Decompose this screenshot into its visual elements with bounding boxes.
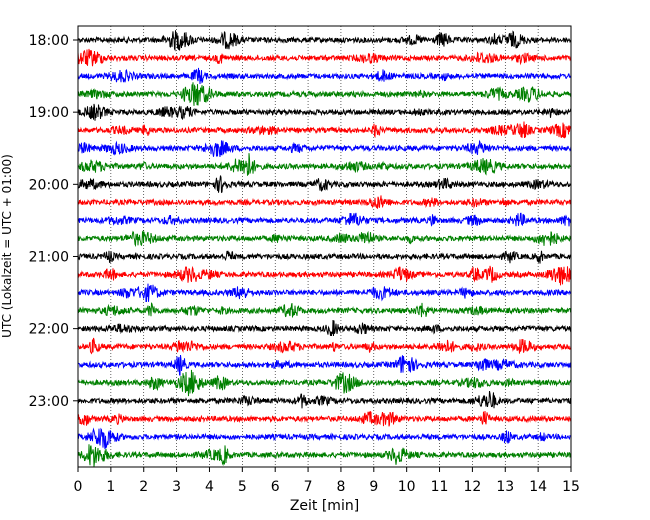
trace-line	[77, 337, 572, 355]
x-tick-label: 10	[398, 479, 416, 495]
x-tick-label: 15	[562, 479, 580, 495]
trace-line	[77, 302, 572, 318]
trace-line	[77, 67, 572, 85]
trace-series	[77, 30, 572, 467]
trace-line	[77, 195, 572, 209]
trace-line	[77, 121, 572, 139]
x-tick-label: 14	[529, 479, 547, 495]
trace-line	[77, 153, 572, 176]
trace-line	[77, 30, 572, 52]
x-axis-ticks: 0 1 2 3 4 5 6 7 8 9 10 11 12 13 14 15	[74, 467, 580, 495]
trace-line	[77, 229, 572, 248]
trace-line	[77, 320, 572, 337]
x-tick-label: 8	[336, 479, 345, 495]
trace-line	[77, 355, 572, 376]
plot-frame	[77, 25, 572, 468]
x-tick-label: 13	[496, 479, 514, 495]
y-tick-label: 19:00	[29, 105, 69, 121]
trace-line	[77, 139, 572, 158]
x-tick-label: 1	[106, 479, 115, 495]
y-tick-label: 22:00	[29, 322, 69, 338]
x-tick-label: 6	[271, 479, 280, 495]
x-tick-label: 7	[304, 479, 313, 495]
y-axis-label: UTC (Lokalzeit = UTC + 01:00)	[0, 154, 14, 338]
trace-line	[77, 212, 572, 227]
trace-line	[77, 369, 572, 397]
y-tick-label: 18:00	[29, 33, 69, 49]
trace-line	[77, 390, 572, 409]
trace-line	[77, 175, 572, 194]
trace-line	[77, 283, 572, 303]
y-tick-label: 21:00	[29, 249, 69, 265]
y-axis-ticks: 18:00 19:00 20:00 21:00 22:00 23:00	[29, 33, 78, 410]
y-tick-label: 20:00	[29, 177, 69, 193]
x-tick-label: 5	[238, 479, 247, 495]
x-tick-label: 12	[463, 479, 481, 495]
trace-line	[77, 444, 572, 467]
x-tick-label: 11	[431, 479, 449, 495]
trace-line	[77, 265, 572, 286]
x-tick-label: 2	[139, 479, 148, 495]
x-tick-label: 4	[205, 479, 214, 495]
x-tick-label: 0	[74, 479, 83, 495]
x-axis-label: Zeit [min]	[290, 498, 359, 514]
y-tick-label: 23:00	[29, 394, 69, 410]
trace-line	[77, 250, 572, 264]
trace-line	[77, 48, 572, 67]
trace-line	[77, 427, 572, 450]
trace-line	[77, 82, 572, 106]
x-tick-label: 3	[172, 479, 181, 495]
trace-line	[77, 410, 572, 427]
x-tick-label: 9	[369, 479, 378, 495]
trace-line	[77, 103, 572, 121]
